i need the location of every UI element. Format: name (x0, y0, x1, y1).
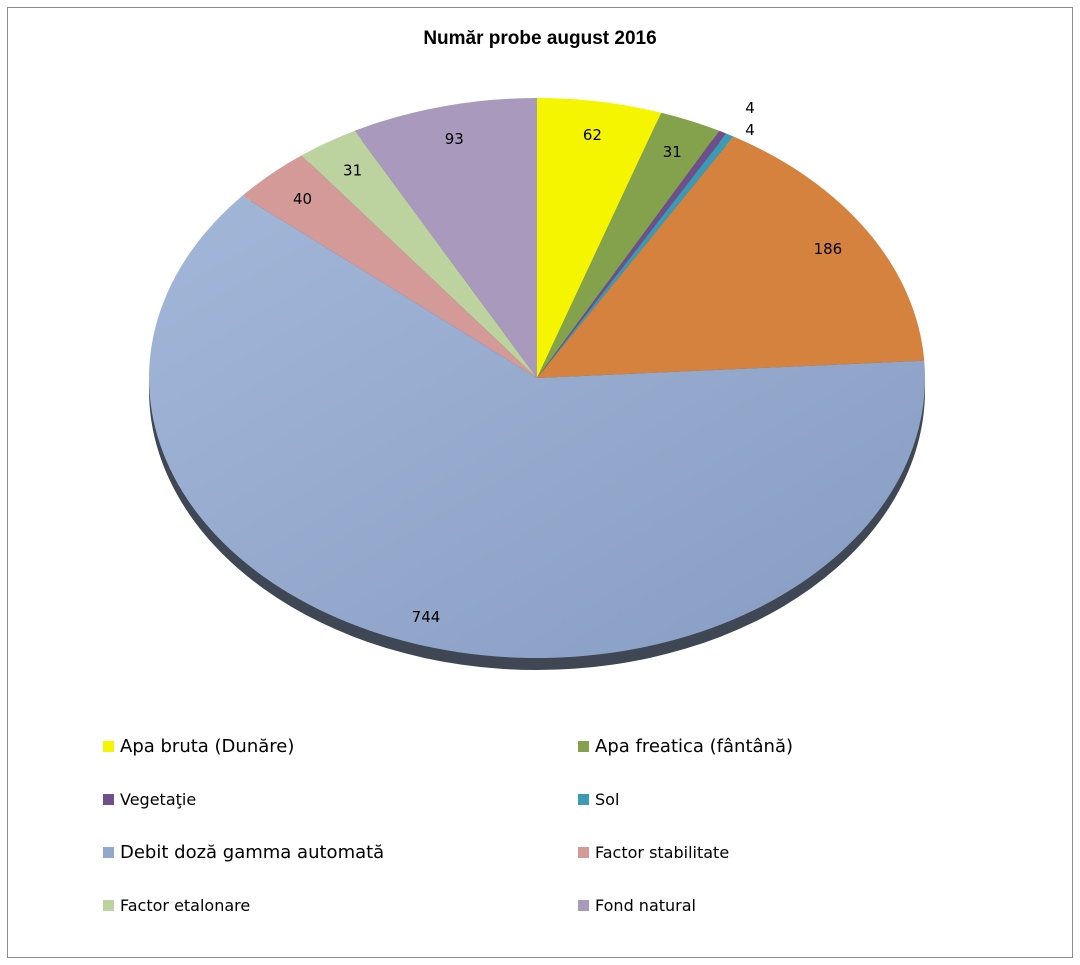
data-label: 31 (343, 162, 362, 180)
pie-data-labels: 62 31 4 4 186 744 40 31 93 (293, 99, 842, 626)
pie-slice-apa-freatica-fantana (537, 112, 720, 378)
data-label: 62 (583, 126, 602, 144)
legend-swatch (578, 899, 589, 911)
pie-slice-fond-natural (354, 98, 537, 378)
pie-slice-factor-stabilitate (242, 155, 537, 378)
chart-title: Număr probe august 2016 (423, 28, 657, 49)
pie-slice-unlabeled-4 (537, 136, 925, 378)
pie-slice-apa-bruta-dunare (537, 98, 662, 378)
pie-slice-sol (537, 133, 734, 378)
legend-swatch (578, 793, 589, 805)
legend-item-factor-stabilitate: Factor stabilitate (578, 841, 729, 863)
legend-label: Factor etalonare (120, 895, 251, 915)
data-label: 186 (814, 240, 843, 258)
data-label: 31 (663, 143, 682, 161)
data-label: 4 (745, 121, 755, 139)
legend-swatch (578, 740, 589, 752)
legend-item-apa-bruta-dunare: Apa bruta (Dunăre) (103, 735, 294, 757)
pie-slice-debit-doza-gamma-automata (149, 195, 926, 658)
pie-slice-factor-etalonare (301, 130, 537, 378)
legend-item-factor-etalonare: Factor etalonare (103, 894, 250, 916)
legend-swatch (103, 899, 114, 911)
legend-item-debit-doza-gamma-automata: Debit doză gamma automată (103, 841, 384, 863)
legend-label: Sol (595, 789, 620, 809)
data-label: 744 (412, 608, 441, 626)
pie-slices (149, 98, 926, 658)
legend-label: Apa freatica (fântână) (595, 735, 793, 757)
legend-swatch (103, 846, 114, 858)
legend-item-sol: Sol (578, 788, 619, 810)
legend-item-apa-freatica-fantana: Apa freatica (fântână) (578, 735, 793, 757)
legend-label: Apa bruta (Dunăre) (120, 735, 295, 757)
legend-label: Fond natural (595, 895, 696, 915)
legend-item-fond-natural: Fond natural (578, 894, 696, 916)
data-label: 93 (445, 130, 464, 148)
legend-swatch (103, 793, 114, 805)
pie-slice-vegetatie (537, 130, 727, 378)
legend-label: Debit doză gamma automată (120, 841, 385, 863)
data-label: 4 (745, 99, 755, 117)
legend-label: Factor stabilitate (595, 842, 730, 862)
data-label: 40 (293, 190, 312, 208)
legend-swatch (578, 846, 589, 858)
legend-label: Vegetaţie (120, 789, 197, 809)
legend-item-vegetatie: Vegetaţie (103, 788, 196, 810)
legend-swatch (103, 740, 114, 752)
